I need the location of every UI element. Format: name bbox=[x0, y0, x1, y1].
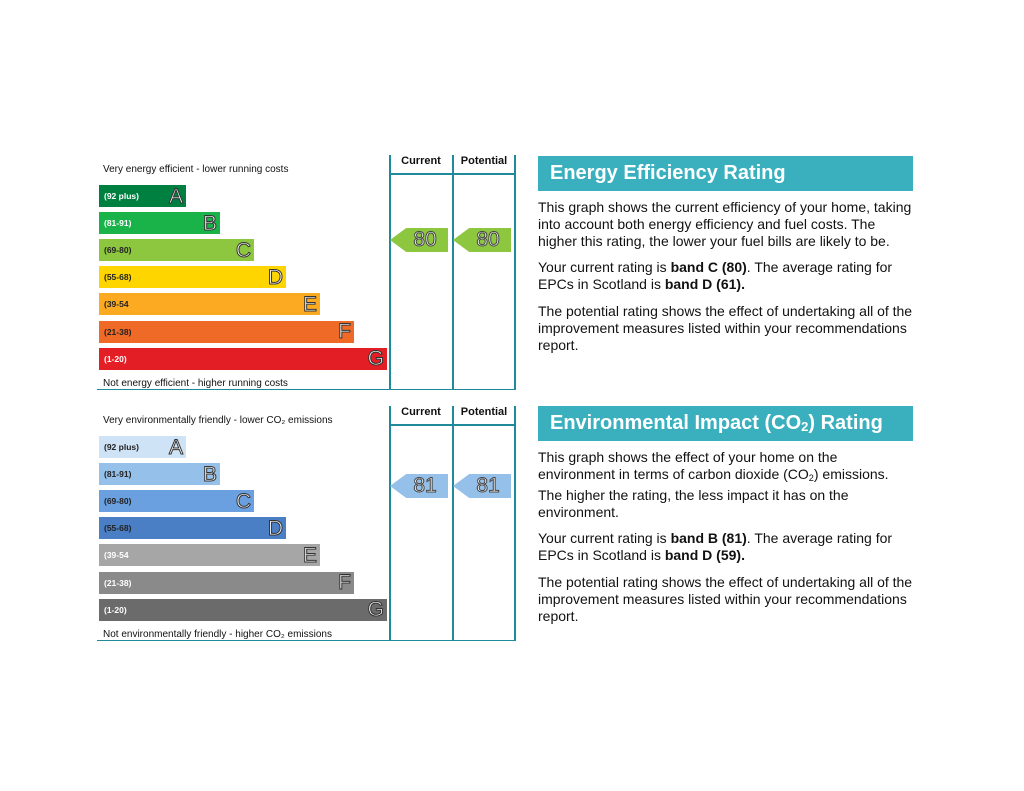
energy-col-divider-3 bbox=[514, 155, 516, 390]
energy-col-divider-1 bbox=[389, 155, 391, 390]
env-band-letter: C bbox=[235, 489, 251, 513]
energy-band-g: (1-20) G bbox=[99, 347, 387, 371]
env-baseline bbox=[97, 639, 515, 641]
env-band-b: (81-91) B bbox=[99, 462, 220, 486]
energy-band-range: (69-80) bbox=[104, 245, 132, 256]
env-band-c: (69-80) C bbox=[99, 489, 254, 513]
env-potential-header: Potential bbox=[460, 406, 508, 418]
env-band-letter: F bbox=[338, 571, 352, 594]
env-band-range: (55-68) bbox=[104, 523, 132, 534]
energy-band-range: (1-20) bbox=[104, 353, 127, 364]
env-band-letter: A bbox=[168, 435, 183, 459]
env-current-band: band B (81) bbox=[670, 530, 747, 546]
env-current-rating-paragraph: Your current rating is band B (81). The … bbox=[538, 530, 893, 563]
energy-baseline bbox=[97, 388, 515, 390]
energy-band-c: (69-80) C bbox=[99, 238, 254, 262]
energy-band-range: (92 plus) bbox=[104, 191, 139, 201]
env-band-a: (92 plus) A bbox=[99, 436, 186, 458]
env-current-rating-arrow: 81 bbox=[390, 474, 448, 498]
env-col-divider-3 bbox=[514, 406, 516, 641]
energy-potential-paragraph: The potential rating shows the effect of… bbox=[538, 303, 913, 353]
env-band-letter: E bbox=[302, 543, 317, 567]
energy-current-rating-arrow: 80 bbox=[390, 228, 448, 252]
energy-band-d: (55-68) D bbox=[99, 265, 286, 289]
env-potential-value: 81 bbox=[476, 474, 500, 498]
energy-potential-rating-arrow: 80 bbox=[453, 228, 511, 252]
env-potential-rating-arrow: 81 bbox=[453, 474, 511, 498]
energy-band-letter: E bbox=[302, 292, 317, 316]
energy-current-value: 80 bbox=[413, 228, 437, 252]
env-band-letter: D bbox=[267, 516, 283, 540]
env-band-d: (55-68) D bbox=[99, 516, 286, 540]
env-band-range: (21-38) bbox=[104, 577, 132, 588]
energy-band-letter: A bbox=[168, 184, 183, 208]
energy-band-range: (21-38) bbox=[104, 326, 132, 337]
energy-bottom-label: Not energy efficient - higher running co… bbox=[103, 378, 288, 389]
energy-chart-frame: Very energy efficient - lower running co… bbox=[97, 155, 516, 390]
energy-current-rating-paragraph: Your current rating is band C (80). The … bbox=[538, 259, 893, 292]
energy-band-range: (55-68) bbox=[104, 272, 132, 283]
env-col-divider-2 bbox=[452, 406, 454, 641]
energy-top-label: Very energy efficient - lower running co… bbox=[103, 164, 289, 175]
env-band-letter: B bbox=[202, 462, 217, 486]
energy-band-range: (39-54 bbox=[104, 299, 129, 310]
energy-band-letter: G bbox=[367, 347, 384, 371]
env-band-letter: G bbox=[367, 598, 384, 622]
energy-info-panel: Energy Efficiency Rating This graph show… bbox=[538, 156, 913, 354]
env-col-head-line bbox=[389, 424, 516, 426]
energy-band-letter: F bbox=[338, 320, 352, 343]
env-col-divider-1 bbox=[389, 406, 391, 641]
energy-band-letter: B bbox=[202, 211, 217, 235]
env-info-panel: Environmental Impact (CO2) Rating This g… bbox=[538, 406, 913, 625]
energy-band-b: (81-91) B bbox=[99, 211, 220, 235]
env-band-range: (39-54 bbox=[104, 550, 129, 561]
env-current-header: Current bbox=[401, 406, 441, 418]
env-band-f: (21-38) F bbox=[99, 571, 354, 594]
env-desc-paragraph: This graph shows the effect of your home… bbox=[538, 449, 889, 520]
env-bottom-label: Not environmentally friendly - higher CO… bbox=[103, 629, 332, 640]
energy-band-e: (39-54 E bbox=[99, 292, 320, 316]
env-band-e: (39-54 E bbox=[99, 543, 320, 567]
energy-col-head-line bbox=[389, 173, 516, 175]
env-band-g: (1-20) G bbox=[99, 598, 387, 622]
energy-desc-paragraph: This graph shows the current efficiency … bbox=[538, 199, 912, 249]
env-band-range: (69-80) bbox=[104, 496, 132, 507]
energy-potential-value: 80 bbox=[476, 228, 500, 252]
energy-band-letter: C bbox=[235, 238, 251, 262]
env-panel-title: Environmental Impact (CO2) Rating bbox=[538, 406, 913, 441]
energy-efficiency-chart: Very energy efficient - lower running co… bbox=[97, 155, 517, 392]
env-average-band: band D (59). bbox=[664, 547, 745, 563]
env-current-value: 81 bbox=[413, 474, 437, 498]
env-potential-paragraph: The potential rating shows the effect of… bbox=[538, 574, 913, 624]
energy-band-letter: D bbox=[267, 265, 283, 289]
env-band-range: (81-91) bbox=[104, 469, 132, 480]
energy-band-a: (92 plus) A bbox=[99, 185, 186, 207]
energy-average-band: band D (61). bbox=[664, 276, 745, 292]
environmental-impact-chart: Very environmentally friendly - lower CO… bbox=[97, 406, 517, 643]
energy-current-band: band C (80) bbox=[670, 259, 747, 275]
env-band-range: (1-20) bbox=[104, 604, 127, 615]
env-chart-frame: Very environmentally friendly - lower CO… bbox=[97, 406, 516, 641]
energy-panel-title: Energy Efficiency Rating bbox=[538, 156, 913, 191]
energy-current-header: Current bbox=[401, 155, 441, 167]
energy-col-divider-2 bbox=[452, 155, 454, 390]
energy-band-range: (81-91) bbox=[104, 218, 132, 229]
env-band-range: (92 plus) bbox=[104, 442, 139, 452]
env-top-label: Very environmentally friendly - lower CO… bbox=[103, 415, 333, 426]
energy-band-f: (21-38) F bbox=[99, 320, 354, 343]
energy-potential-header: Potential bbox=[460, 155, 508, 167]
